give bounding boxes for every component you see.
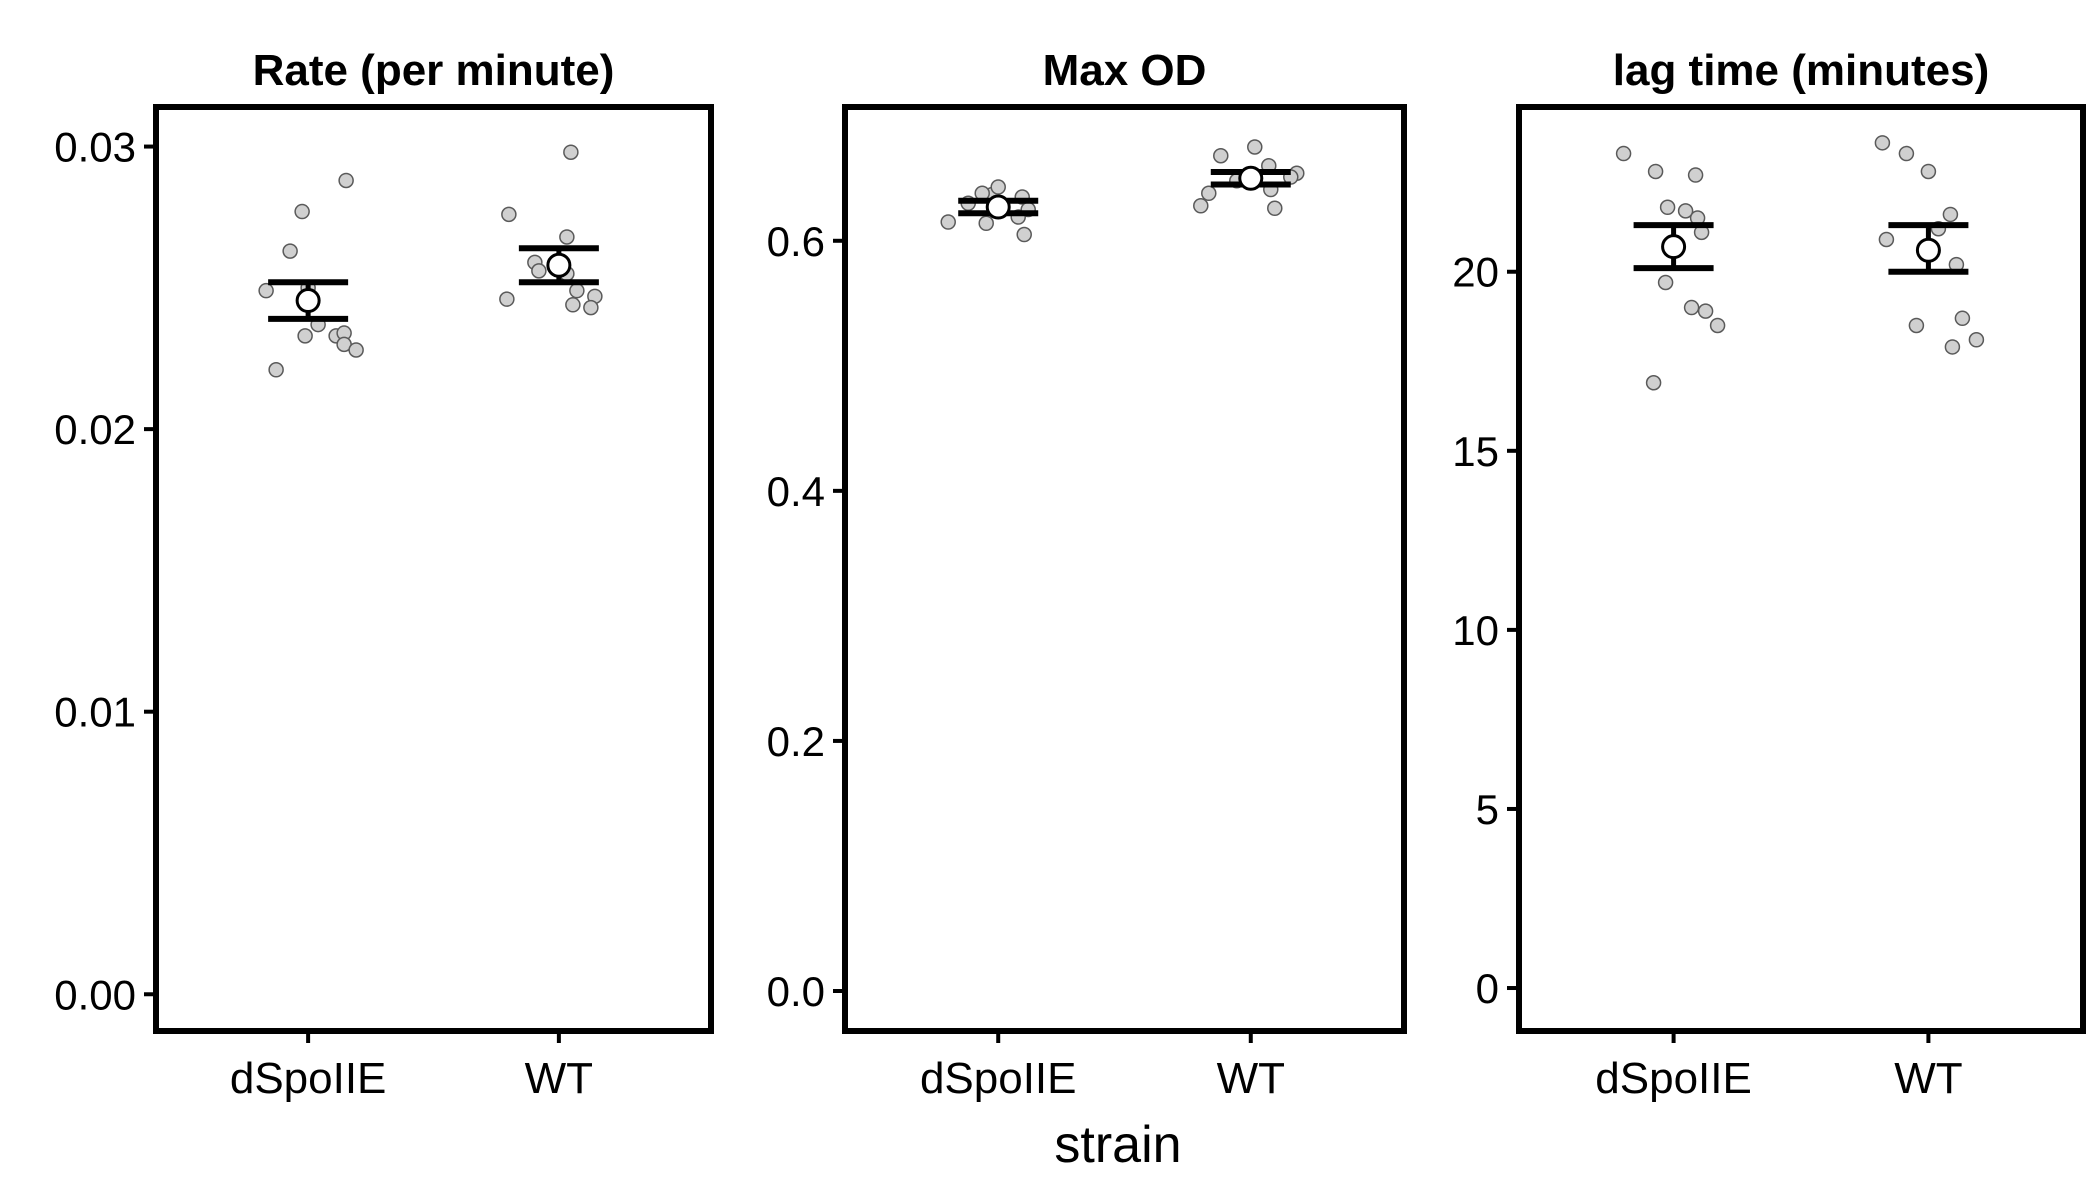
data-point: [1920, 163, 1937, 180]
y-tick-label: 0.4: [767, 468, 825, 515]
data-point: [338, 172, 354, 189]
data-point: [258, 282, 274, 299]
panel-border: [842, 104, 1407, 1034]
data-point: [268, 362, 284, 378]
data-point: [1874, 135, 1891, 151]
y-tick-label: 20: [1452, 249, 1499, 296]
x-tick-label: WT: [1894, 1054, 1962, 1103]
data-point: [1697, 303, 1714, 319]
data-point: [1659, 199, 1676, 216]
data-point: [1942, 206, 1959, 223]
data-point: [1213, 148, 1229, 164]
x-tick-label: WT: [1217, 1054, 1285, 1103]
data-point: [583, 299, 599, 316]
x-tick-label: dSpoIIE: [1595, 1054, 1752, 1103]
mean-point: [1661, 234, 1687, 260]
panel-border: [153, 104, 714, 1034]
panel-2: Max OD 0.0 0.2 0.4 0.6 dSpoIIE WT: [767, 46, 1407, 1103]
data-point: [1898, 145, 1915, 162]
data-point: [1687, 167, 1704, 183]
data-point: [1908, 317, 1925, 334]
panel-title: Max OD: [1043, 46, 1207, 95]
data-point: [1201, 185, 1217, 202]
data-point: [569, 282, 585, 299]
data-point: [563, 144, 579, 160]
data-point: [559, 229, 575, 245]
panel-title: lag time (minutes): [1613, 46, 1990, 95]
data-point: [1657, 274, 1674, 291]
y-tick-label: 0: [1476, 965, 1499, 1012]
mean-point: [985, 194, 1011, 220]
panel-3: lag time (minutes) 0 5 10 15 20 dSpoIIE WT: [1452, 46, 2086, 1103]
mean-point: [1238, 165, 1264, 191]
data-point: [1247, 139, 1263, 155]
y-tick-label: 0.02: [54, 406, 136, 453]
x-tick-label: dSpoIIE: [230, 1054, 387, 1103]
data-point: [1016, 226, 1032, 243]
y-tick-label: 0.6: [767, 218, 825, 265]
panel-1: Rate (per minute) 0.00 0.01 0.02 0.03 dSpoIIE…: [54, 46, 714, 1103]
x-tick-label: WT: [525, 1054, 593, 1103]
data-point: [1267, 200, 1283, 217]
data-point: [1709, 317, 1726, 334]
y-tick-label: 5: [1476, 786, 1499, 833]
data-point: [297, 328, 313, 344]
y-tick-label: 15: [1452, 428, 1499, 475]
data-point: [499, 291, 515, 307]
data-point: [282, 243, 298, 259]
data-point: [1645, 375, 1662, 391]
y-tick-label: 10: [1452, 607, 1499, 654]
data-point: [565, 297, 581, 313]
data-point: [1193, 198, 1209, 214]
data-point: [531, 263, 547, 279]
data-point: [501, 206, 517, 223]
data-point: [294, 203, 310, 220]
data-point: [1647, 163, 1664, 180]
data-point: [978, 215, 994, 232]
data-point: [1878, 231, 1895, 248]
data-point: [990, 179, 1006, 195]
y-tick-label: 0.03: [54, 124, 136, 171]
panel-title: Rate (per minute): [253, 46, 615, 95]
data-point: [1954, 310, 1971, 327]
y-tick-label: 0.00: [54, 971, 136, 1018]
mean-point: [295, 288, 321, 314]
x-axis-title: strain: [1054, 1116, 1181, 1174]
y-tick-label: 0.2: [767, 718, 825, 765]
data-point: [1683, 299, 1700, 316]
data-point: [1677, 203, 1694, 219]
panel-border: [1516, 104, 2086, 1034]
data-point: [1944, 339, 1961, 355]
data-point: [940, 214, 956, 230]
data-point: [348, 342, 364, 358]
x-tick-label: dSpoIIE: [920, 1054, 1077, 1103]
data-point: [1615, 145, 1632, 162]
mean-point: [546, 252, 572, 278]
y-tick-label: 0.01: [54, 689, 136, 736]
mean-point: [1915, 237, 1941, 263]
data-point: [1968, 332, 1985, 348]
y-tick-label: 0.0: [767, 968, 825, 1015]
